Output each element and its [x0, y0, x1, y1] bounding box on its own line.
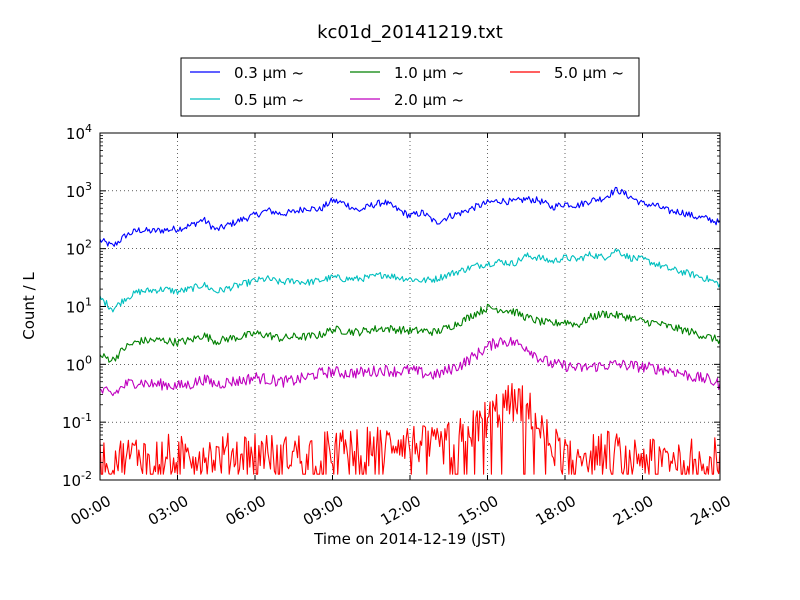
- legend-label-0: 0.3 μm ~: [234, 64, 304, 82]
- x-axis-label: Time on 2014-12-19 (JST): [313, 530, 506, 548]
- series-group: [99, 186, 721, 475]
- y-tick-label: 100: [66, 353, 92, 374]
- y-tick-label: 10-2: [62, 469, 92, 490]
- legend-label-3: 2.0 μm ~: [394, 91, 464, 109]
- legend-label-4: 5.0 μm ~: [554, 64, 624, 82]
- y-axis-label: Count / L: [20, 272, 38, 340]
- series-line-1: [99, 248, 721, 313]
- y-tick-label: 104: [66, 122, 92, 143]
- legend-box: [180, 57, 640, 117]
- series-line-3: [99, 336, 721, 397]
- series-line-4: [99, 382, 721, 475]
- chart-title: kc01d_20141219.txt: [317, 22, 503, 43]
- y-tick-label: 101: [66, 296, 92, 317]
- legend-label-2: 1.0 μm ~: [394, 64, 464, 82]
- series-line-2: [99, 303, 721, 363]
- y-tick-label: 103: [66, 180, 92, 201]
- legend-label-1: 0.5 μm ~: [234, 91, 304, 109]
- y-tick-label: 102: [66, 238, 92, 259]
- y-tick-label: 10-1: [62, 411, 92, 432]
- plot-frame: [99, 132, 721, 481]
- legend: 0.3 μm ~ 1.0 μm ~ 5.0 μm ~ 0.5 μm ~ 2.0 μm ~: [180, 57, 640, 117]
- series-line-0: [99, 186, 721, 247]
